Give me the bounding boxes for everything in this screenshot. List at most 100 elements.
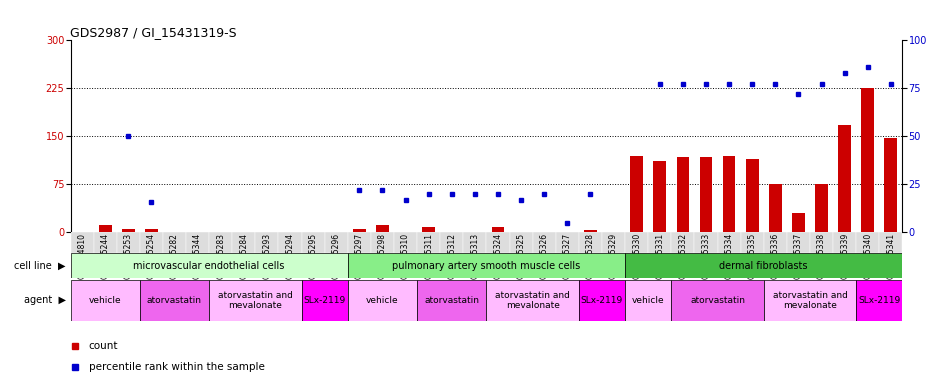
Bar (487, 280, 579, 321)
Bar (353, 229, 366, 232)
Text: percentile rank within the sample: percentile rank within the sample (88, 362, 265, 372)
Text: GSM215327: GSM215327 (563, 233, 572, 279)
Bar (717, 232, 741, 253)
Text: microvascular endothelial cells: microvascular endothelial cells (133, 261, 285, 271)
Bar (763, 232, 787, 253)
Bar (122, 229, 134, 232)
Text: GSM215333: GSM215333 (701, 233, 711, 279)
Bar (556, 232, 579, 253)
Text: GSM215329: GSM215329 (609, 233, 618, 279)
Bar (838, 125, 851, 232)
Text: GSM215328: GSM215328 (586, 233, 595, 279)
Bar (833, 232, 856, 253)
Bar (140, 232, 163, 253)
Bar (140, 280, 209, 321)
Text: GSM215337: GSM215337 (794, 233, 803, 279)
Bar (649, 232, 671, 253)
Text: atorvastatin: atorvastatin (147, 296, 202, 305)
Bar (677, 157, 689, 232)
Text: GSM215298: GSM215298 (378, 233, 387, 279)
Text: GSM214810: GSM214810 (78, 233, 86, 279)
Bar (745, 159, 759, 232)
Bar (763, 280, 856, 321)
Text: GSM215282: GSM215282 (170, 233, 179, 279)
Text: GSM215326: GSM215326 (540, 233, 549, 279)
Bar (631, 156, 643, 232)
Bar (232, 232, 256, 253)
Bar (625, 280, 671, 321)
Text: GSM215312: GSM215312 (447, 233, 456, 279)
Bar (815, 184, 828, 232)
Bar (625, 253, 902, 278)
Bar (70, 253, 348, 278)
Bar (348, 232, 371, 253)
Text: GSM215283: GSM215283 (216, 233, 226, 279)
Text: SLx-2119: SLx-2119 (858, 296, 901, 305)
Text: GSM215325: GSM215325 (517, 233, 525, 279)
Bar (463, 232, 487, 253)
Bar (509, 232, 533, 253)
Text: GSM215297: GSM215297 (355, 233, 364, 279)
Bar (209, 280, 302, 321)
Bar (533, 232, 556, 253)
Bar (695, 232, 717, 253)
Text: GSM215340: GSM215340 (863, 233, 872, 279)
Bar (792, 213, 805, 232)
Text: SLx-2119: SLx-2119 (581, 296, 623, 305)
Text: GSM215311: GSM215311 (424, 233, 433, 279)
Bar (723, 156, 735, 232)
Bar (579, 280, 625, 321)
Bar (787, 232, 810, 253)
Bar (302, 232, 324, 253)
Text: GSM215330: GSM215330 (633, 233, 641, 279)
Bar (278, 232, 302, 253)
Bar (376, 225, 389, 232)
Text: GSM215336: GSM215336 (771, 233, 780, 279)
Bar (440, 232, 463, 253)
Bar (602, 232, 625, 253)
Bar (70, 232, 94, 253)
Bar (209, 232, 232, 253)
Text: GSM215332: GSM215332 (679, 233, 687, 279)
Bar (163, 232, 186, 253)
Text: atorvastatin and
mevalonate: atorvastatin and mevalonate (495, 291, 570, 310)
Bar (417, 280, 487, 321)
Bar (741, 232, 763, 253)
Bar (492, 227, 505, 232)
Bar (145, 229, 158, 232)
Bar (625, 232, 649, 253)
Text: vehicle: vehicle (367, 296, 399, 305)
Bar (99, 225, 112, 232)
Text: atorvastatin: atorvastatin (424, 296, 479, 305)
Bar (70, 280, 140, 321)
Bar (324, 232, 348, 253)
Bar (94, 232, 117, 253)
Bar (579, 232, 602, 253)
Text: atorvastatin: atorvastatin (690, 296, 745, 305)
Text: GSM215331: GSM215331 (655, 233, 665, 279)
Bar (117, 232, 140, 253)
Bar (371, 232, 394, 253)
Bar (699, 157, 713, 232)
Text: GSM215254: GSM215254 (147, 233, 156, 279)
Text: atorvastatin and
mevalonate: atorvastatin and mevalonate (218, 291, 292, 310)
Text: GSM215339: GSM215339 (840, 233, 849, 279)
Text: vehicle: vehicle (89, 296, 121, 305)
Text: cell line  ▶: cell line ▶ (14, 261, 66, 271)
Text: GSM215341: GSM215341 (886, 233, 895, 279)
Text: pulmonary artery smooth muscle cells: pulmonary artery smooth muscle cells (392, 261, 581, 271)
Text: dermal fibroblasts: dermal fibroblasts (719, 261, 808, 271)
Text: GSM215335: GSM215335 (747, 233, 757, 279)
Text: SLx-2119: SLx-2119 (304, 296, 346, 305)
Bar (348, 280, 417, 321)
Bar (810, 232, 833, 253)
Text: GSM215293: GSM215293 (262, 233, 272, 279)
Text: GSM215338: GSM215338 (817, 233, 826, 279)
Text: GDS2987 / GI_15431319-S: GDS2987 / GI_15431319-S (70, 26, 237, 39)
Text: GSM215296: GSM215296 (332, 233, 340, 279)
Bar (394, 232, 417, 253)
Bar (671, 232, 695, 253)
Text: vehicle: vehicle (632, 296, 665, 305)
Text: GSM215244: GSM215244 (101, 233, 110, 279)
Bar (422, 227, 435, 232)
